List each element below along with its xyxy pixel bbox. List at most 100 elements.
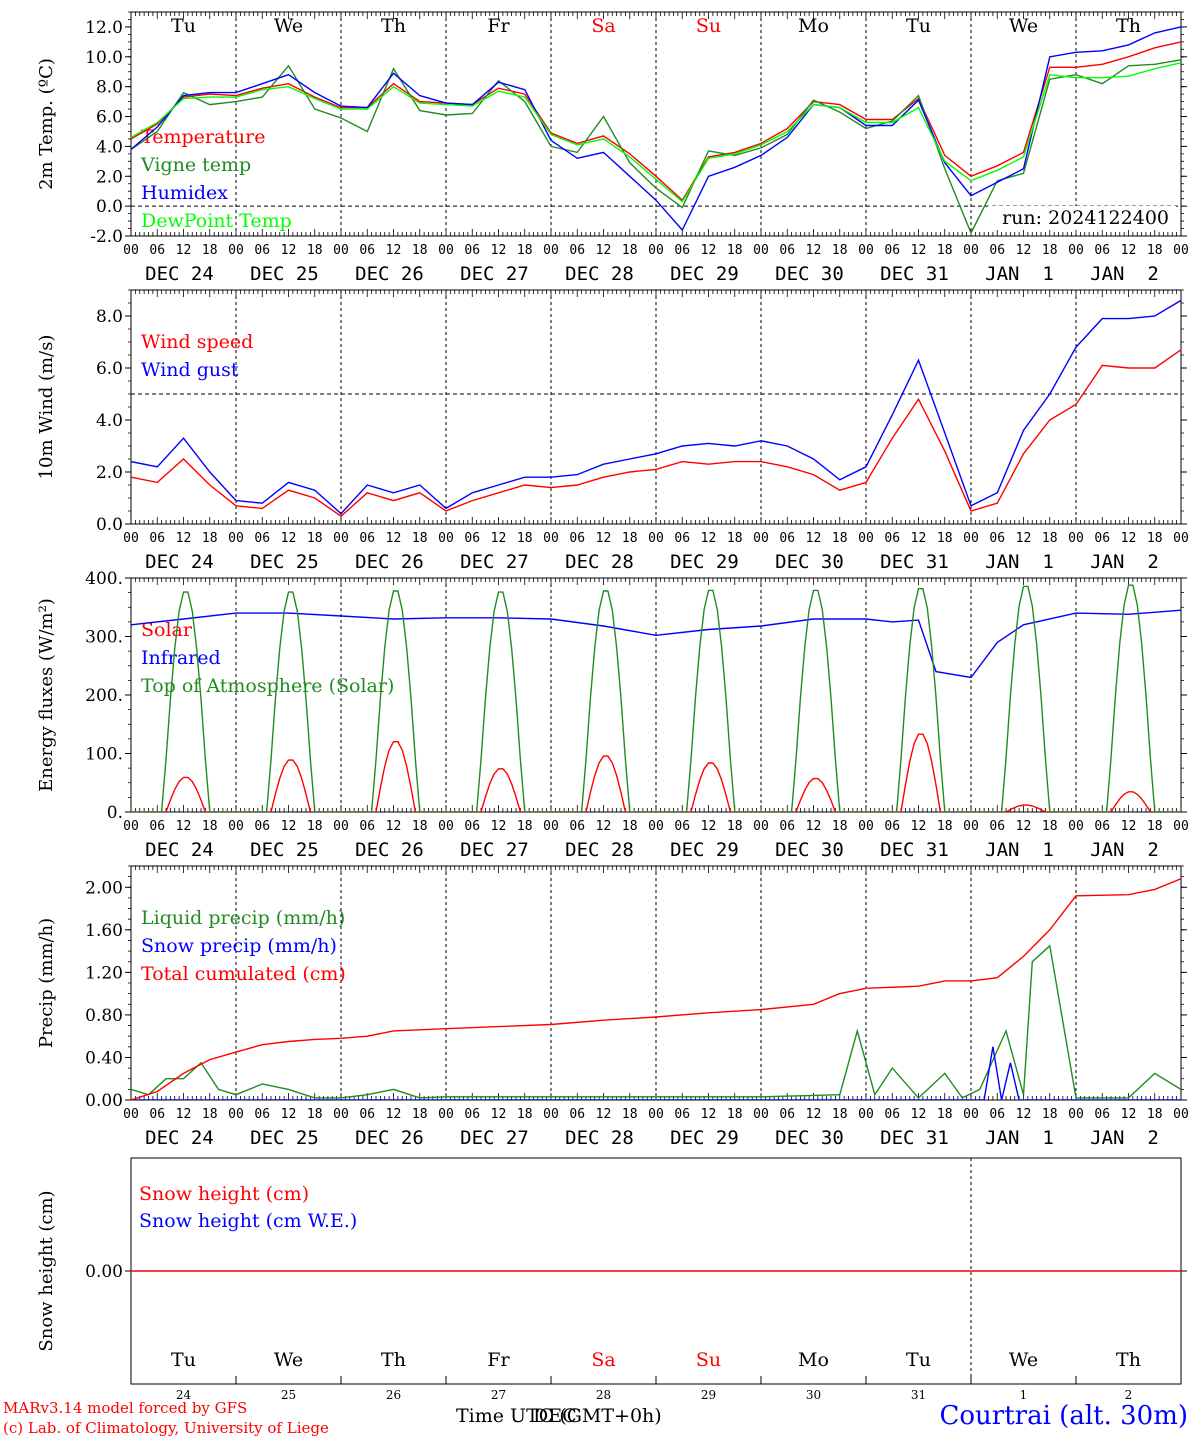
hour-tick-label: 18: [1147, 1107, 1163, 1122]
hour-tick-label: 06: [149, 1107, 165, 1122]
date-label: JAN 1: [985, 1127, 1054, 1149]
hour-tick-label: 00: [963, 819, 979, 834]
day-number-label: 25: [281, 1388, 296, 1402]
hour-tick-label: 12: [806, 819, 822, 834]
date-label: DEC 31: [880, 551, 949, 573]
hour-tick-label: 00: [753, 243, 769, 258]
hour-tick-label: 12: [386, 819, 402, 834]
hour-tick-label: 12: [1016, 1107, 1032, 1122]
hour-tick-label: 00: [1068, 243, 1084, 258]
date-label: DEC 25: [250, 551, 319, 573]
hour-tick-label: 12: [911, 243, 927, 258]
day-name-label: Mo: [798, 15, 829, 37]
series-line-snow-precip-mm-h: [131, 1046, 1181, 1100]
hour-tick-label: 12: [176, 531, 192, 546]
legend-entry: Infrared: [141, 647, 221, 669]
hour-tick-label: 12: [176, 1107, 192, 1122]
hour-tick-label: 12: [281, 243, 297, 258]
y-tick-label: 8.0: [96, 78, 123, 98]
hour-tick-label: 12: [806, 531, 822, 546]
date-label: DEC 26: [355, 1127, 424, 1149]
hour-tick-label: 12: [701, 819, 717, 834]
hour-tick-label: 06: [674, 243, 690, 258]
hour-tick-label: 18: [937, 243, 953, 258]
y-tick-label: -2.0: [90, 227, 123, 247]
hour-tick-label: 00: [228, 1107, 244, 1122]
y-axis-label: Snow height (cm): [36, 1190, 57, 1351]
series-line-top-of-atmosphere-solar: [131, 584, 1181, 812]
date-label: DEC 30: [775, 839, 844, 861]
hour-tick-label: 00: [438, 1107, 454, 1122]
run-label-bg: [988, 206, 1176, 230]
day-number-label: 27: [491, 1388, 506, 1402]
hour-tick-label: 00: [1173, 1107, 1189, 1122]
hour-tick-label: 18: [412, 819, 428, 834]
hour-tick-label: 18: [622, 531, 638, 546]
hour-tick-label: 00: [858, 531, 874, 546]
hour-tick-label: 12: [386, 1107, 402, 1122]
hour-tick-label: 06: [464, 243, 480, 258]
hour-tick-label: 00: [228, 531, 244, 546]
y-tick-label: 12.0: [85, 18, 123, 38]
hour-tick-label: 12: [596, 243, 612, 258]
day-name-label: We: [274, 15, 303, 37]
hour-tick-label: 12: [1121, 531, 1137, 546]
series-line-temperature: [131, 41, 1181, 202]
y-tick-label: 100.: [85, 745, 123, 765]
hour-tick-label: 00: [228, 819, 244, 834]
day-number-label: 2: [1125, 1388, 1133, 1402]
date-label: DEC 27: [460, 1127, 529, 1149]
legend-entry: Total cumulated (cm): [141, 963, 346, 985]
hour-tick-label: 00: [1173, 531, 1189, 546]
hour-tick-label: 06: [149, 531, 165, 546]
day-number-label: 24: [176, 1388, 192, 1402]
hour-tick-label: 00: [543, 1107, 559, 1122]
day-name-label: Su: [696, 1349, 721, 1371]
hour-tick-label: 00: [438, 243, 454, 258]
date-label: DEC 28: [565, 551, 634, 573]
hour-tick-label: 18: [517, 243, 533, 258]
date-label: JAN 2: [1090, 1127, 1159, 1149]
hour-tick-label: 00: [543, 243, 559, 258]
day-name-label: Fr: [487, 1349, 510, 1371]
hour-tick-label: 18: [832, 243, 848, 258]
series-line-dewpoint-temp: [131, 62, 1181, 203]
y-tick-label: 4.0: [96, 137, 123, 157]
hour-tick-label: 12: [491, 819, 507, 834]
hour-tick-label: 06: [779, 531, 795, 546]
credit-line-1: MARv3.14 model forced by GFS: [3, 1399, 248, 1417]
hour-tick-label: 12: [491, 1107, 507, 1122]
hour-tick-label: 12: [596, 819, 612, 834]
hour-tick-label: 00: [858, 243, 874, 258]
hour-tick-label: 12: [911, 1107, 927, 1122]
hour-tick-label: 12: [491, 531, 507, 546]
hour-tick-label: 00: [123, 819, 139, 834]
date-label: DEC 26: [355, 839, 424, 861]
y-tick-label: 0.: [107, 803, 123, 823]
hour-tick-label: 06: [779, 819, 795, 834]
hour-tick-label: 06: [674, 531, 690, 546]
y-axis-label: 10m Wind (m/s): [36, 335, 57, 480]
x-minor-ticks: [130, 866, 1182, 1100]
hour-tick-label: 06: [464, 531, 480, 546]
day-name-label: Th: [381, 15, 406, 37]
hour-tick-label: 18: [412, 243, 428, 258]
date-label: DEC 25: [250, 839, 319, 861]
x-axis-label: Time UTC (GMT+0h): [456, 1405, 662, 1427]
hour-tick-label: 12: [701, 1107, 717, 1122]
hour-tick-label: 06: [569, 1107, 585, 1122]
y-tick-label: 2.0: [96, 167, 123, 187]
hour-tick-label: 18: [517, 1107, 533, 1122]
hour-tick-label: 12: [911, 531, 927, 546]
hour-tick-label: 18: [517, 819, 533, 834]
hour-tick-label: 12: [806, 243, 822, 258]
hour-tick-label: 00: [543, 531, 559, 546]
hour-tick-label: 06: [674, 1107, 690, 1122]
hour-tick-label: 18: [727, 1107, 743, 1122]
y-axis-label: Energy fluxes (W/m²): [36, 598, 57, 792]
y-axis-label: Precip (mm/h): [36, 918, 57, 1048]
hour-tick-label: 06: [464, 819, 480, 834]
hour-tick-label: 18: [307, 243, 323, 258]
hour-tick-label: 12: [1121, 243, 1137, 258]
hour-tick-label: 12: [1016, 531, 1032, 546]
